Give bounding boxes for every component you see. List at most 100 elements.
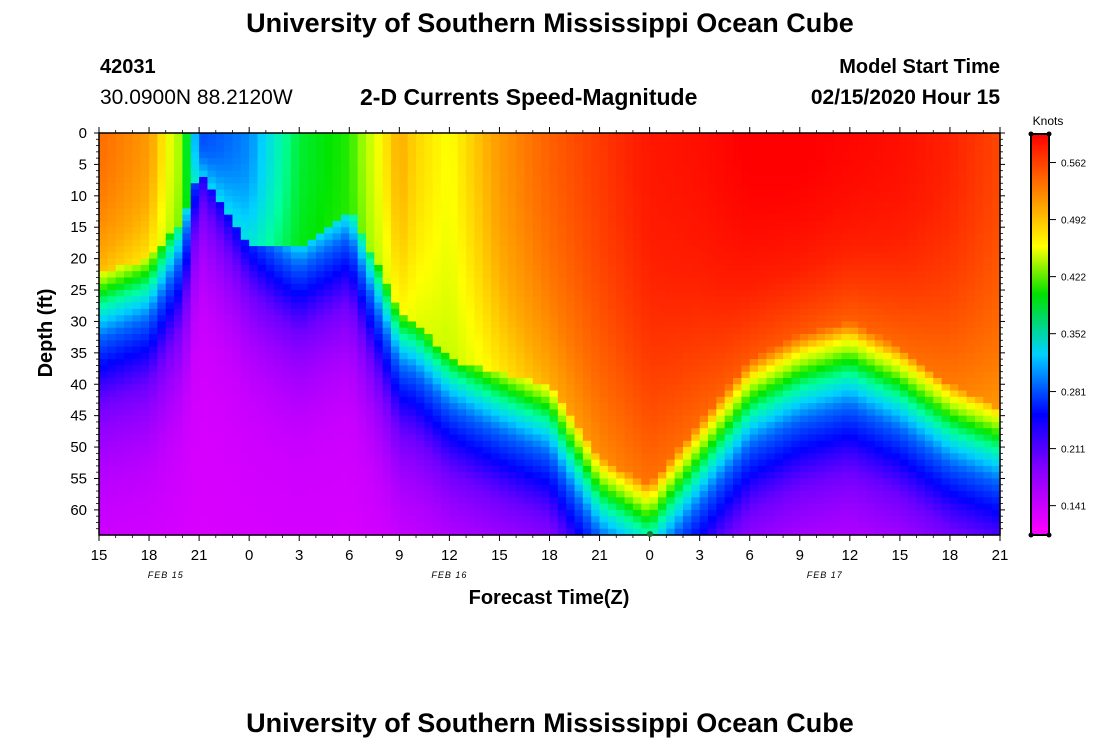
heatmap-cell	[324, 277, 334, 285]
heatmap-cell	[290, 321, 300, 329]
heatmap-cell	[649, 327, 659, 335]
heatmap-cell	[416, 346, 425, 354]
heatmap-cell	[107, 403, 117, 410]
heatmap-cell	[157, 315, 167, 323]
heatmap-cell	[215, 277, 225, 285]
heatmap-cell	[307, 189, 317, 197]
heatmap-cell	[691, 158, 701, 166]
heatmap-cell	[357, 371, 367, 379]
heatmap-cell	[632, 421, 642, 429]
heatmap-cell	[182, 516, 192, 524]
heatmap-cell	[324, 390, 334, 398]
heatmap-cell	[365, 246, 375, 253]
heatmap-cell	[299, 302, 309, 310]
heatmap-cell	[99, 208, 108, 216]
heatmap-cell	[474, 453, 484, 461]
heatmap-cell	[324, 509, 334, 517]
heatmap-cell	[516, 227, 526, 235]
heatmap-cell	[199, 377, 209, 385]
heatmap-cell	[682, 359, 692, 367]
heatmap-cell	[699, 434, 709, 442]
heatmap-cell	[516, 246, 526, 253]
heatmap-cell	[249, 195, 259, 203]
heatmap-cell	[274, 283, 284, 291]
heatmap-cell	[157, 208, 167, 216]
heatmap-cell	[124, 283, 133, 291]
heatmap-cell	[182, 447, 192, 454]
heatmap-cell	[399, 371, 409, 379]
heatmap-cell	[532, 409, 542, 417]
heatmap-cell	[632, 428, 642, 436]
heatmap-cell	[357, 327, 367, 335]
heatmap-cell	[674, 371, 684, 379]
heatmap-cell	[716, 409, 726, 417]
heatmap-cell	[491, 516, 501, 524]
heatmap-cell	[207, 183, 217, 191]
heatmap-cell	[491, 497, 501, 505]
heatmap-cell	[641, 202, 651, 209]
heatmap-cell	[682, 334, 692, 341]
heatmap-cell	[541, 283, 551, 291]
heatmap-cell	[124, 472, 133, 480]
heatmap-cell	[282, 459, 292, 467]
heatmap-cell	[124, 321, 133, 329]
heatmap-cell	[682, 239, 692, 247]
heatmap-cell	[566, 189, 576, 197]
heatmap-cell	[624, 459, 634, 467]
heatmap-cell	[307, 478, 317, 486]
heatmap-cell	[616, 170, 626, 178]
heatmap-cell	[432, 252, 442, 260]
heatmap-cell	[140, 158, 150, 166]
heatmap-cell	[516, 491, 526, 498]
heatmap-cell	[182, 409, 192, 417]
heatmap-cell	[441, 239, 450, 247]
heatmap-cell	[649, 359, 659, 367]
heatmap-cell	[399, 264, 409, 272]
heatmap-cell	[274, 183, 284, 191]
heatmap-cell	[257, 334, 267, 341]
heatmap-cell	[332, 290, 342, 297]
heatmap-cell	[274, 453, 284, 461]
heatmap-cell	[657, 421, 667, 429]
heatmap-cell	[307, 296, 317, 304]
heatmap-cell	[574, 151, 584, 159]
heatmap-cell	[249, 440, 259, 448]
heatmap-cell	[449, 202, 459, 209]
heatmap-cell	[682, 327, 692, 335]
heatmap-cell	[599, 296, 609, 304]
heatmap-cell	[524, 421, 534, 429]
heatmap-cell	[632, 233, 642, 241]
heatmap-cell	[566, 428, 576, 436]
heatmap-cell	[132, 321, 142, 329]
heatmap-cell	[390, 139, 400, 147]
heatmap-cell	[390, 359, 400, 367]
heatmap-cell	[516, 340, 526, 348]
heatmap-cell	[424, 415, 434, 423]
heatmap-cell	[265, 365, 275, 373]
heatmap-cell	[624, 415, 634, 423]
heatmap-cell	[340, 189, 350, 197]
heatmap-cell	[599, 195, 609, 203]
heatmap-cell	[365, 321, 375, 329]
heatmap-cell	[140, 491, 150, 498]
heatmap-cell	[699, 308, 709, 316]
heatmap-cell	[340, 252, 350, 260]
heatmap-cell	[282, 396, 292, 404]
heatmap-cell	[249, 296, 259, 304]
heatmap-cell	[524, 384, 534, 392]
heatmap-cell	[290, 491, 300, 498]
heatmap-cell	[182, 459, 192, 467]
heatmap-cell	[741, 440, 751, 448]
heatmap-cell	[457, 151, 467, 159]
heatmap-cell	[332, 170, 342, 178]
heatmap-cell	[733, 208, 742, 216]
heatmap-cell	[566, 396, 576, 404]
heatmap-cell	[516, 151, 526, 159]
heatmap-cell	[674, 359, 684, 367]
heatmap-cell	[708, 227, 717, 235]
heatmap-cell	[324, 202, 334, 209]
heatmap-cell	[149, 183, 158, 191]
heatmap-cell	[632, 440, 642, 448]
heatmap-cell	[624, 308, 634, 316]
heatmap-cell	[99, 377, 108, 385]
